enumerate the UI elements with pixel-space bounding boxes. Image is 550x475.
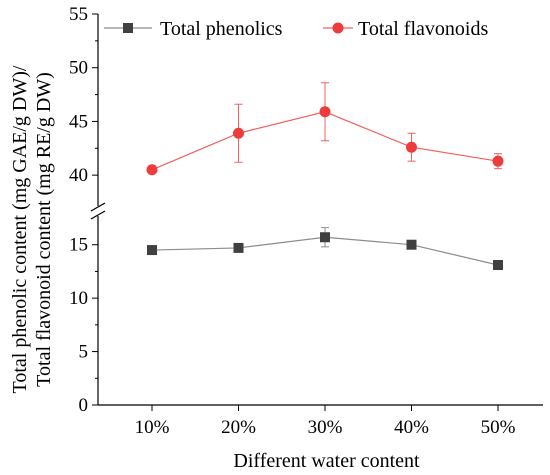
data-point — [233, 127, 244, 139]
axes: 0 5 10 15 40 45 50 55 10% 20% 30% 40% 50% — [69, 4, 543, 438]
axis-break-mark — [90, 202, 106, 212]
axis-break-mark — [90, 210, 106, 220]
data-point — [233, 242, 244, 253]
y-axis-title-line: Total flavonoid content (mg RE/g DW) — [33, 72, 55, 387]
y-tick-label: 55 — [69, 4, 88, 25]
legend-item: Total flavonoids — [323, 18, 488, 40]
y-tick-label: 10 — [69, 288, 88, 309]
y-tick-label: 5 — [79, 342, 89, 363]
x-tick-label: 40% — [394, 417, 429, 438]
legend-label: Total phenolics — [160, 18, 283, 40]
y-tick-label: 15 — [69, 235, 88, 256]
legend-label: Total flavonoids — [358, 18, 488, 40]
data-point — [319, 106, 331, 118]
series-total-flavonoids — [146, 82, 504, 176]
x-tick-label: 50% — [481, 417, 516, 438]
y-axis-title-line: Total phenolic content (mg GAE/g DW)/ — [9, 65, 31, 393]
legend: Total phenolics Total flavonoids — [104, 18, 488, 40]
data-point — [493, 260, 503, 271]
data-point — [406, 141, 417, 153]
data-point — [406, 239, 417, 250]
x-axis-title: Different water content — [233, 450, 420, 472]
legend-marker — [332, 22, 344, 34]
series-total-phenolics — [147, 227, 503, 271]
data-point — [320, 232, 330, 243]
data-point — [147, 245, 157, 256]
y-tick-label: 50 — [69, 58, 88, 79]
y-tick-label: 0 — [79, 395, 89, 416]
y-tick-label: 40 — [69, 165, 88, 186]
legend-item: Total phenolics — [104, 18, 283, 40]
x-tick-label: 20% — [221, 417, 256, 438]
x-tick-label: 10% — [135, 417, 170, 438]
data-point — [146, 164, 158, 176]
data-point — [492, 155, 504, 167]
x-tick-label: 30% — [308, 417, 343, 438]
legend-marker — [123, 23, 133, 33]
y-tick-label: 45 — [69, 111, 88, 132]
y-axis-title: Total phenolic content (mg GAE/g DW)/Tot… — [9, 65, 55, 393]
